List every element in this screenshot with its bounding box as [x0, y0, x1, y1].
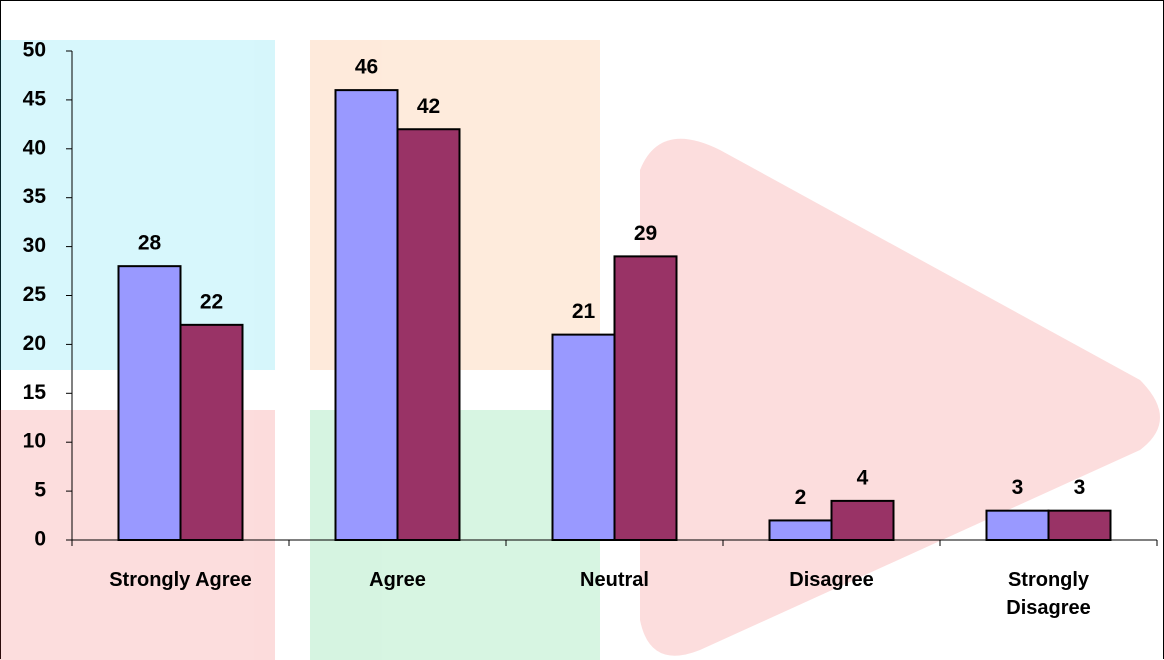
bar [832, 501, 894, 540]
value-label: 29 [634, 222, 657, 245]
y-tick-label: 25 [23, 283, 47, 306]
page: 051015202530354045502822464221292433 (()… [0, 0, 1164, 660]
y-tick-label: 5 [34, 479, 46, 502]
bar [553, 335, 615, 540]
value-label: 46 [355, 56, 378, 79]
chart: 0 5 10 15 20 25 30 35 40 45 50 28 22 46 42 21 29 2 4 3 3 [0, 0, 1164, 660]
bar [181, 325, 243, 540]
bar [398, 129, 460, 540]
value-label: 4 [857, 466, 869, 489]
value-label: 21 [572, 300, 596, 323]
x-tick-label: Disagree [747, 566, 917, 594]
y-tick-label: 15 [23, 381, 47, 404]
value-label: 3 [1012, 476, 1024, 499]
y-tick-label: 20 [23, 332, 46, 355]
y-tick-label: 30 [23, 234, 46, 257]
value-label: 28 [138, 232, 162, 255]
y-tick-label: 45 [23, 87, 47, 110]
x-tick-label: Strongly Disagree [964, 566, 1134, 622]
bar [615, 256, 677, 540]
value-label: 2 [795, 486, 807, 509]
y-tick-label: 10 [23, 430, 46, 453]
x-tick-label: Strongly Agree [96, 566, 266, 594]
value-label: 42 [417, 95, 440, 118]
value-label: 3 [1074, 476, 1086, 499]
x-tick-label: Neutral [530, 566, 700, 594]
bar [119, 266, 181, 540]
y-tick-label: 40 [23, 136, 46, 159]
bar [770, 520, 832, 540]
bar [987, 511, 1049, 540]
y-tick-label: 35 [23, 185, 47, 208]
y-tick-label: 50 [23, 39, 46, 62]
x-tick-label: Agree [313, 566, 483, 594]
bar [1049, 511, 1111, 540]
value-label: 22 [200, 290, 223, 313]
y-tick-label: 0 [34, 528, 46, 551]
bar [336, 90, 398, 540]
